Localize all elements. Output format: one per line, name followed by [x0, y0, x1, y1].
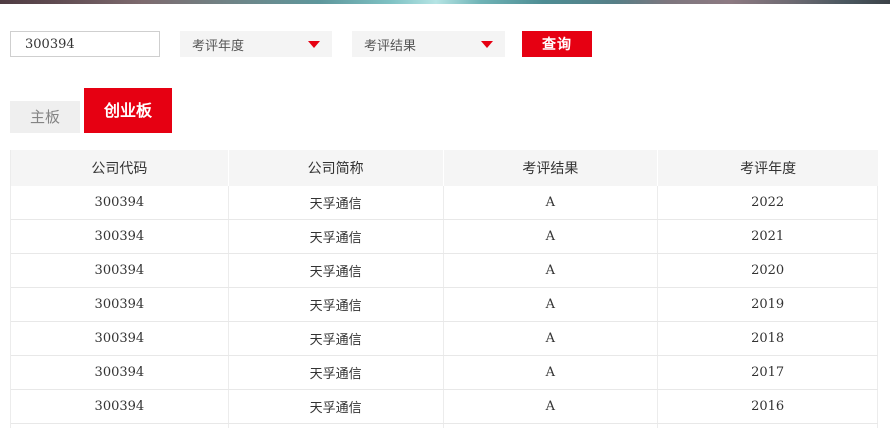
query-button[interactable]: 查询 — [522, 31, 592, 57]
cell-name: 天孚通信 — [229, 356, 444, 389]
column-header-company-name: 公司简称 — [229, 150, 444, 186]
cell-name: 天孚通信 — [229, 220, 444, 253]
evaluation-year-dropdown-label: 考评年度 — [192, 38, 245, 54]
cell-year: 2021 — [658, 220, 878, 253]
banner-gradient-strip — [0, 0, 890, 4]
tab-chinext-board[interactable]: 创业板 — [84, 88, 172, 133]
cell-code: 300394 — [11, 186, 229, 219]
table-row: 300394 天孚通信 A 2021 — [11, 220, 878, 254]
table-body: 300394 天孚通信 A 2022 300394 天孚通信 A 2021 300394 天孚通信… — [11, 186, 878, 424]
cell-result — [444, 424, 659, 428]
caret-down-icon — [481, 40, 493, 48]
cell-name: 天孚通信 — [229, 322, 444, 355]
column-header-company-code: 公司代码 — [11, 150, 229, 186]
cell-code: 300394 — [11, 356, 229, 389]
table-row: 300394 天孚通信 A 2016 — [11, 390, 878, 424]
cell-result: A — [444, 220, 659, 253]
evaluation-year-dropdown[interactable]: 考评年度 — [180, 31, 332, 57]
table-row: 300394 天孚通信 A 2022 — [11, 186, 878, 220]
evaluation-result-dropdown-label: 考评结果 — [364, 38, 417, 54]
cell-year: 2019 — [658, 288, 878, 321]
table-row: 300394 天孚通信 A 2018 — [11, 322, 878, 356]
cell-year: 2018 — [658, 322, 878, 355]
company-code-input[interactable] — [10, 31, 160, 57]
cell-code: 300394 — [11, 288, 229, 321]
column-header-evaluation-year: 考评年度 — [740, 161, 797, 177]
cell-name: 天孚通信 — [229, 186, 444, 219]
table-header-row: 公司代码 公司简称 考评结果 考评年度 — [11, 150, 878, 186]
cell-name: 天孚通信 — [229, 288, 444, 321]
tab-main-board[interactable]: 主板 — [10, 101, 80, 133]
cell-year: 2017 — [658, 356, 878, 389]
evaluation-result-dropdown[interactable]: 考评结果 — [352, 31, 505, 57]
cell-name — [229, 424, 444, 428]
cell-result: A — [444, 288, 659, 321]
cell-year: 2022 — [658, 186, 878, 219]
cell-year — [658, 424, 878, 428]
table-row: 300394 天孚通信 A 2019 — [11, 288, 878, 322]
cell-code — [11, 424, 229, 428]
cell-code: 300394 — [11, 220, 229, 253]
table-row: 300394 天孚通信 A 2020 — [11, 254, 878, 288]
cell-name: 天孚通信 — [229, 390, 444, 423]
results-table: 公司代码 公司简称 考评结果 考评年度 300394 天孚通信 A 2022 30039… — [10, 150, 878, 428]
table-row-partial — [11, 424, 878, 428]
cell-year: 2020 — [658, 254, 878, 287]
cell-result: A — [444, 186, 659, 219]
caret-down-icon — [308, 40, 320, 48]
cell-result: A — [444, 390, 659, 423]
cell-year: 2016 — [658, 390, 878, 423]
cell-code: 300394 — [11, 254, 229, 287]
cell-result: A — [444, 356, 659, 389]
cell-name: 天孚通信 — [229, 254, 444, 287]
cell-result: A — [444, 254, 659, 287]
column-header-evaluation-result: 考评结果 — [444, 150, 659, 186]
table-row: 300394 天孚通信 A 2017 — [11, 356, 878, 390]
cell-code: 300394 — [11, 390, 229, 423]
cell-code: 300394 — [11, 322, 229, 355]
cell-result: A — [444, 322, 659, 355]
